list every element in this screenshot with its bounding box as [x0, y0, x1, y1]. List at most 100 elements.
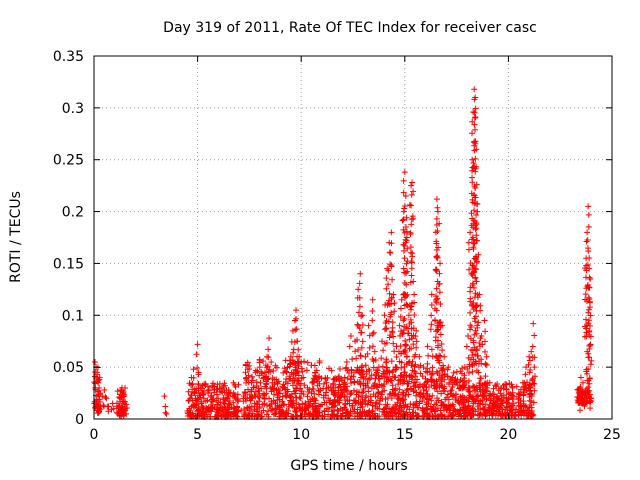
data-point: [385, 281, 392, 288]
data-point: [368, 397, 375, 404]
data-point: [274, 380, 281, 387]
data-point: [357, 410, 364, 417]
data-point: [244, 359, 251, 366]
data-point: [272, 362, 279, 369]
data-point: [523, 404, 530, 411]
data-point: [458, 400, 465, 407]
data-point: [301, 410, 308, 417]
data-point: [105, 408, 112, 415]
data-points: [91, 86, 595, 420]
data-point: [531, 387, 538, 394]
data-point: [274, 396, 281, 403]
data-point: [102, 394, 109, 401]
data-point: [109, 400, 116, 407]
data-point: [396, 395, 403, 402]
data-point: [441, 383, 448, 390]
y-tick-label: 0.1: [62, 308, 84, 324]
data-point: [281, 365, 288, 372]
data-point: [364, 350, 371, 357]
data-point: [401, 255, 408, 262]
data-point: [409, 179, 416, 186]
data-point: [110, 405, 117, 412]
data-point: [323, 379, 330, 386]
data-point: [209, 382, 216, 389]
data-point: [242, 369, 249, 376]
data-point: [407, 229, 414, 236]
data-point: [194, 364, 201, 371]
data-point: [490, 385, 497, 392]
data-point: [457, 393, 464, 400]
data-point: [408, 345, 415, 352]
data-point: [298, 358, 305, 365]
data-point: [386, 290, 393, 297]
data-point: [396, 322, 403, 329]
data-point: [444, 391, 451, 398]
data-point: [586, 317, 593, 324]
data-point: [366, 332, 373, 339]
data-point: [478, 375, 485, 382]
data-point: [191, 389, 198, 396]
data-point: [371, 380, 378, 387]
data-point: [304, 384, 311, 391]
data-point: [384, 412, 391, 419]
data-point: [396, 386, 403, 393]
data-point: [383, 405, 390, 412]
data-point: [500, 382, 507, 389]
data-point: [292, 387, 299, 394]
data-point: [401, 369, 408, 376]
data-point: [502, 405, 509, 412]
x-tick-label: 10: [292, 427, 310, 443]
data-point: [386, 249, 393, 256]
data-point: [359, 338, 366, 345]
x-tick-label: 15: [396, 427, 414, 443]
data-point: [309, 403, 316, 410]
data-point: [424, 378, 431, 385]
data-point: [436, 270, 443, 277]
data-point: [407, 244, 414, 251]
data-point: [360, 380, 367, 387]
data-point: [268, 358, 275, 365]
data-point: [494, 412, 501, 419]
data-point: [266, 403, 273, 410]
data-point: [390, 291, 397, 298]
data-point: [114, 388, 121, 395]
data-point: [297, 380, 304, 387]
data-point: [294, 381, 301, 388]
data-point: [381, 374, 388, 381]
data-point: [369, 402, 376, 409]
data-point: [299, 400, 306, 407]
data-point: [412, 373, 419, 380]
data-point: [482, 348, 489, 355]
data-point: [407, 401, 414, 408]
data-point: [584, 389, 591, 396]
data-point: [471, 240, 478, 247]
data-point: [97, 406, 104, 413]
data-point: [483, 388, 490, 395]
data-point: [433, 268, 440, 275]
data-point: [342, 393, 349, 400]
data-point: [371, 410, 378, 417]
data-point: [241, 411, 248, 418]
data-point: [253, 379, 260, 386]
data-point: [469, 351, 476, 358]
data-point: [246, 412, 253, 419]
data-point: [464, 386, 471, 393]
data-point: [403, 281, 410, 288]
data-point: [353, 355, 360, 362]
data-point: [394, 399, 401, 406]
data-point: [354, 321, 361, 328]
data-point: [238, 407, 245, 414]
data-point: [408, 221, 415, 228]
data-point: [441, 376, 448, 383]
data-point: [185, 388, 192, 395]
data-point: [402, 337, 409, 344]
data-point: [413, 344, 420, 351]
y-tick-label: 0.2: [62, 205, 84, 221]
data-point: [391, 300, 398, 307]
data-point: [416, 398, 423, 405]
data-point: [189, 381, 196, 388]
data-point: [437, 260, 444, 267]
data-point: [587, 341, 594, 348]
data-point: [480, 392, 487, 399]
data-point: [312, 406, 319, 413]
